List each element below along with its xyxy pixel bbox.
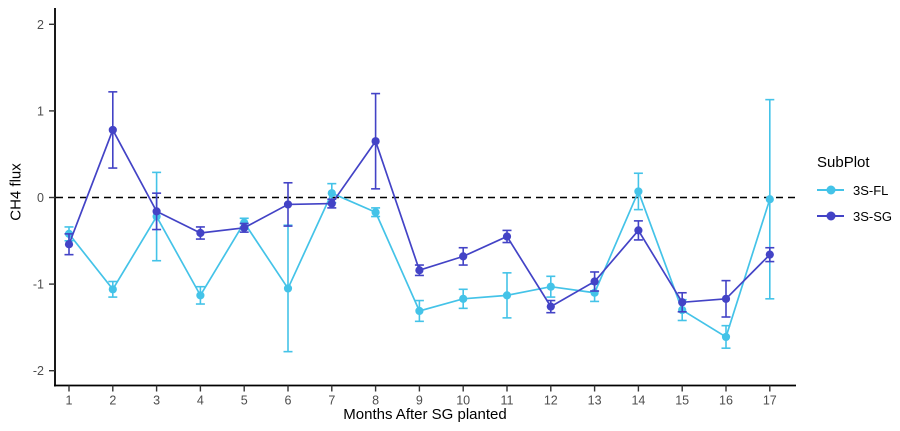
svg-text:1: 1 [66, 394, 73, 408]
y-axis-label: CH4 flux [7, 163, 25, 221]
legend-item-label: 3S-FL [853, 182, 889, 198]
x-axis-label: Months After SG planted [343, 406, 507, 423]
svg-text:0: 0 [37, 191, 44, 205]
svg-text:7: 7 [328, 394, 335, 408]
svg-text:14: 14 [631, 394, 645, 408]
svg-text:1: 1 [37, 104, 44, 118]
svg-text:8: 8 [372, 394, 379, 408]
svg-text:2: 2 [37, 18, 44, 32]
legend-item-3s-fl: 3S-FL [817, 182, 892, 198]
svg-text:10: 10 [456, 394, 470, 408]
svg-text:-2: -2 [33, 364, 44, 378]
legend: SubPlot 3S-FL 3S-SG [817, 154, 893, 224]
svg-text:4: 4 [197, 394, 204, 408]
svg-text:-1: -1 [33, 278, 44, 292]
svg-text:5: 5 [241, 394, 248, 408]
svg-text:17: 17 [763, 394, 777, 408]
legend-title: SubPlot [817, 154, 870, 171]
svg-text:13: 13 [588, 394, 602, 408]
svg-text:9: 9 [416, 394, 423, 408]
svg-text:12: 12 [544, 394, 558, 408]
legend-key-line-dot-icon [817, 211, 844, 221]
svg-text:11: 11 [501, 394, 514, 408]
legend-item-label: 3S-SG [853, 208, 893, 224]
svg-text:2: 2 [109, 394, 116, 408]
legend-key-line-dot-icon [817, 185, 844, 195]
svg-text:6: 6 [285, 394, 292, 408]
svg-text:16: 16 [719, 394, 733, 408]
svg-text:15: 15 [675, 394, 689, 408]
legend-item-3s-sg: 3S-SG [817, 208, 893, 224]
svg-text:3: 3 [153, 394, 160, 408]
